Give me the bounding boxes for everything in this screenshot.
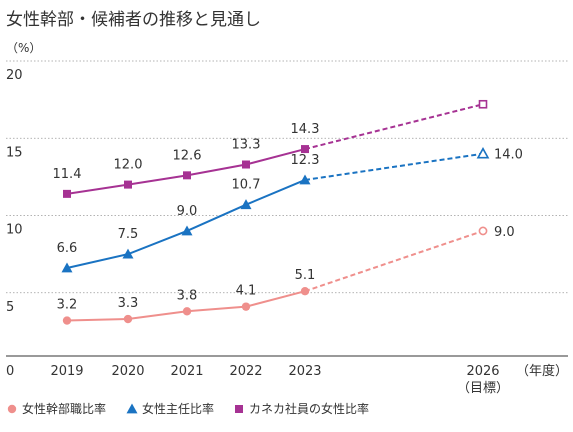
series-triangle	[61, 147, 490, 273]
data-label: 6.6	[57, 241, 78, 256]
x-tick-label: 2022	[229, 364, 262, 379]
x-tick-label: 2020	[111, 364, 144, 379]
series-projection-line	[304, 103, 484, 151]
series-line	[66, 179, 306, 270]
data-point-square	[124, 180, 132, 189]
data-point-circle	[182, 307, 192, 316]
series	[61, 99, 490, 325]
x-tick-label: 2023	[288, 364, 321, 379]
series-square	[63, 99, 488, 198]
series-projection-line	[304, 152, 484, 181]
target-point-circle	[478, 226, 488, 236]
data-point-circle	[7, 404, 17, 414]
data-label: 7.5	[118, 227, 139, 242]
target-point-square	[478, 99, 488, 109]
data-point-circle	[62, 316, 72, 325]
legend-label: カネカ社員の女性比率	[249, 401, 369, 416]
data-point-square	[183, 171, 191, 180]
legend-label: 女性主任比率	[142, 401, 214, 416]
x-tick-label: 2021	[170, 364, 203, 379]
x-axis-unit: （年度）	[516, 363, 568, 379]
x-tick-label: 2026	[466, 364, 499, 379]
data-label: 12.6	[173, 148, 202, 163]
data-point-square	[63, 189, 71, 198]
data-label: 12.3	[291, 153, 320, 168]
x-tick-label: 2019	[50, 364, 83, 379]
y-tick-label: 0	[6, 364, 14, 379]
data-point-triangle	[181, 225, 193, 236]
data-point-triangle	[299, 174, 311, 185]
data-point-square	[242, 160, 250, 169]
legend: 女性幹部職比率 女性主任比率 カネカ社員の女性比率	[7, 401, 369, 416]
legend-label: 女性幹部職比率	[22, 401, 106, 416]
series-projection-line	[304, 230, 484, 293]
data-point-triangle	[122, 248, 134, 259]
data-label: 5.1	[295, 268, 316, 283]
data-label: 12.0	[114, 158, 143, 173]
data-labels: 3.2 3.3 3.8 4.1 5.1 9.0 6.6 7.5 9.0 10.7 12.3 14.0 1…	[53, 122, 523, 312]
y-tick-label: 20	[6, 68, 23, 83]
y-axis-unit: （%）	[6, 41, 41, 55]
data-point-square	[301, 145, 309, 154]
y-tick-label: 10	[6, 223, 23, 238]
data-point-circle	[123, 314, 133, 324]
target-point-triangle	[476, 147, 490, 159]
series-circle	[62, 226, 488, 325]
data-label: 9.0	[494, 225, 515, 240]
data-label: 3.8	[177, 288, 198, 303]
data-label: 14.3	[291, 122, 320, 137]
data-label: 14.0	[494, 148, 523, 163]
y-tick-label: 5	[6, 300, 14, 315]
chart-title: 女性幹部・候補者の推移と見通し	[6, 9, 261, 30]
data-label: 3.2	[57, 298, 78, 313]
data-point-circle	[241, 302, 251, 311]
data-point-triangle	[61, 262, 73, 273]
y-tick-label: 15	[6, 145, 23, 160]
data-label: 11.4	[53, 167, 82, 182]
data-label: 4.1	[236, 284, 257, 299]
data-label: 9.0	[177, 204, 198, 219]
y-axis-ticks: 0 5 10 15 20	[6, 68, 23, 379]
x-tick-sublabel: （目標）	[457, 381, 509, 396]
grid	[6, 60, 568, 357]
data-point-triangle	[126, 403, 138, 414]
data-point-square	[235, 405, 243, 413]
data-label: 13.3	[232, 138, 261, 153]
data-label: 10.7	[232, 178, 261, 193]
x-axis-ticks: 2019 2020 2021 2022 2023 2026 （目標）	[50, 364, 509, 396]
data-point-triangle	[240, 199, 252, 210]
data-point-circle	[300, 287, 310, 296]
data-label: 3.3	[118, 296, 139, 311]
